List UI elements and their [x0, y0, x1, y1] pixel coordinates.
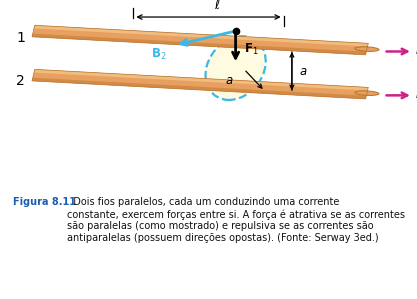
Text: $a$: $a$: [225, 74, 234, 87]
Ellipse shape: [355, 47, 379, 51]
Text: 2: 2: [17, 74, 25, 88]
Polygon shape: [32, 69, 368, 99]
Polygon shape: [32, 25, 368, 55]
Text: $a$: $a$: [299, 65, 308, 78]
Text: $I_1$: $I_1$: [415, 44, 417, 59]
Polygon shape: [32, 34, 367, 55]
Text: $I_2$: $I_2$: [415, 88, 417, 103]
Polygon shape: [34, 25, 368, 46]
Text: 1: 1: [16, 31, 25, 45]
Text: Dois fios paralelos, cada um conduzindo uma corrente
constante, exercem forças e: Dois fios paralelos, cada um conduzindo …: [67, 197, 405, 243]
Text: $\mathbf{B}_2$: $\mathbf{B}_2$: [151, 47, 167, 62]
Polygon shape: [34, 69, 368, 91]
Text: $\mathbf{F}_1$: $\mathbf{F}_1$: [244, 42, 259, 57]
Text: $\ell$: $\ell$: [214, 0, 220, 12]
Ellipse shape: [206, 36, 266, 100]
Ellipse shape: [355, 91, 379, 95]
Polygon shape: [32, 78, 367, 99]
Text: Figura 8.11: Figura 8.11: [13, 197, 75, 207]
